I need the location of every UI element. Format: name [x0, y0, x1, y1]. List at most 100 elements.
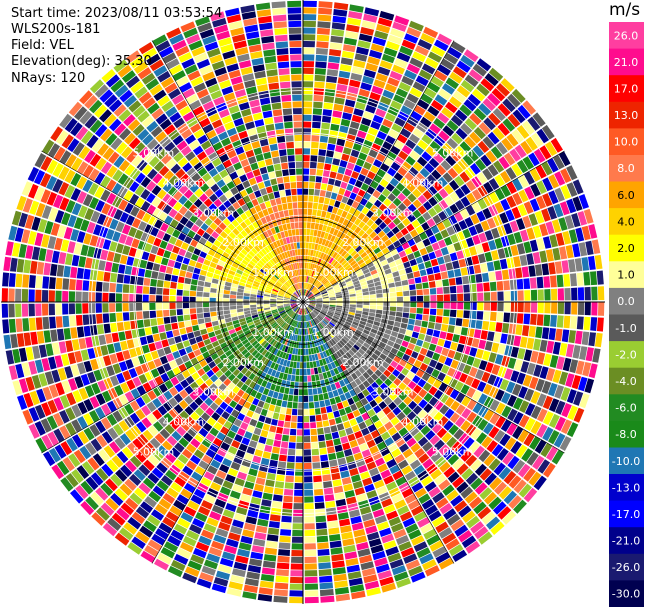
velocity-gate	[257, 308, 264, 312]
velocity-gate	[307, 321, 310, 328]
velocity-gate	[547, 206, 558, 220]
velocity-gate	[150, 126, 163, 138]
velocity-gate	[428, 251, 437, 260]
velocity-gate	[334, 253, 341, 261]
velocity-gate	[434, 272, 442, 281]
velocity-gate	[315, 306, 322, 310]
velocity-gate	[165, 511, 179, 523]
velocity-gate	[270, 293, 277, 297]
velocity-gate	[438, 557, 454, 570]
velocity-gate	[318, 322, 324, 329]
velocity-gate	[437, 112, 450, 124]
velocity-gate	[324, 89, 336, 97]
velocity-gate	[454, 524, 469, 537]
velocity-gate	[237, 265, 245, 272]
velocity-gate	[142, 382, 152, 393]
velocity-gate	[335, 416, 343, 425]
velocity-gate	[512, 459, 526, 474]
velocity-gate	[536, 237, 545, 251]
velocity-gate	[597, 286, 605, 301]
velocity-gate	[313, 289, 318, 294]
velocity-gate	[450, 400, 460, 412]
velocity-gate	[209, 402, 219, 411]
velocity-gate	[284, 297, 290, 300]
velocity-gate	[110, 272, 118, 283]
velocity-gate	[226, 321, 233, 327]
velocity-gate	[319, 286, 325, 291]
velocity-gate	[69, 315, 77, 327]
velocity-gate	[436, 427, 448, 439]
velocity-gate	[455, 276, 463, 285]
velocity-gate	[358, 275, 365, 280]
velocity-gate	[368, 538, 382, 548]
velocity-gate	[334, 343, 341, 351]
velocity-gate	[542, 193, 553, 207]
velocity-gate	[315, 258, 320, 265]
velocity-gate	[91, 258, 100, 270]
velocity-gate	[190, 76, 204, 87]
velocity-gate	[184, 251, 193, 259]
velocity-gate	[228, 581, 243, 591]
velocity-gate	[594, 332, 603, 348]
velocity-gate	[278, 253, 284, 261]
velocity-gate	[397, 505, 410, 516]
velocity-gate	[337, 512, 349, 520]
velocity-gate	[505, 381, 516, 394]
velocity-gate	[170, 281, 177, 289]
velocity-gate	[303, 282, 305, 289]
velocity-gate	[351, 66, 364, 75]
velocity-gate	[464, 74, 479, 88]
velocity-gate	[517, 463, 531, 478]
velocity-gate	[108, 99, 123, 113]
velocity-gate	[398, 427, 409, 437]
velocity-gate	[168, 175, 179, 186]
velocity-gate	[200, 156, 211, 167]
velocity-gate	[91, 139, 104, 153]
velocity-gate	[173, 179, 184, 190]
velocity-gate	[148, 342, 157, 352]
velocity-gate	[523, 278, 531, 289]
velocity-gate	[247, 156, 257, 165]
velocity-gate	[281, 345, 287, 352]
velocity-gate	[324, 317, 330, 323]
velocity-gate	[348, 11, 363, 20]
velocity-gate	[284, 306, 291, 310]
velocity-gate	[470, 459, 482, 472]
velocity-gate	[303, 208, 308, 215]
velocity-gate	[379, 353, 387, 361]
velocity-gate	[183, 308, 190, 315]
velocity-gate	[354, 369, 362, 378]
velocity-gate	[306, 276, 309, 283]
velocity-gate	[251, 285, 259, 290]
velocity-gate	[322, 296, 329, 299]
velocity-gate	[396, 306, 403, 312]
velocity-gate	[167, 565, 183, 578]
velocity-gate	[407, 499, 421, 510]
velocity-gate	[202, 100, 215, 111]
velocity-gate	[248, 364, 256, 372]
velocity-gate	[293, 388, 299, 396]
velocity-gate	[456, 481, 469, 494]
velocity-gate	[313, 310, 319, 315]
velocity-gate	[409, 313, 416, 319]
velocity-gate	[304, 262, 307, 269]
velocity-gate	[152, 333, 161, 342]
velocity-gate	[523, 467, 536, 482]
velocity-gate	[402, 198, 412, 207]
velocity-gate	[411, 219, 421, 229]
velocity-gate	[8, 288, 15, 302]
velocity-gate	[329, 307, 336, 311]
velocity-gate	[169, 33, 184, 45]
velocity-gate	[339, 202, 346, 210]
velocity-gate	[317, 555, 331, 563]
velocity-gate	[339, 160, 348, 168]
velocity-gate	[334, 272, 341, 279]
velocity-gate	[34, 186, 45, 201]
velocity-gate	[429, 308, 437, 316]
velocity-gate	[335, 293, 343, 297]
velocity-gate	[421, 275, 429, 283]
velocity-gate	[390, 347, 399, 355]
velocity-gate	[292, 294, 298, 299]
velocity-gate	[329, 300, 336, 302]
velocity-gate	[66, 392, 77, 406]
